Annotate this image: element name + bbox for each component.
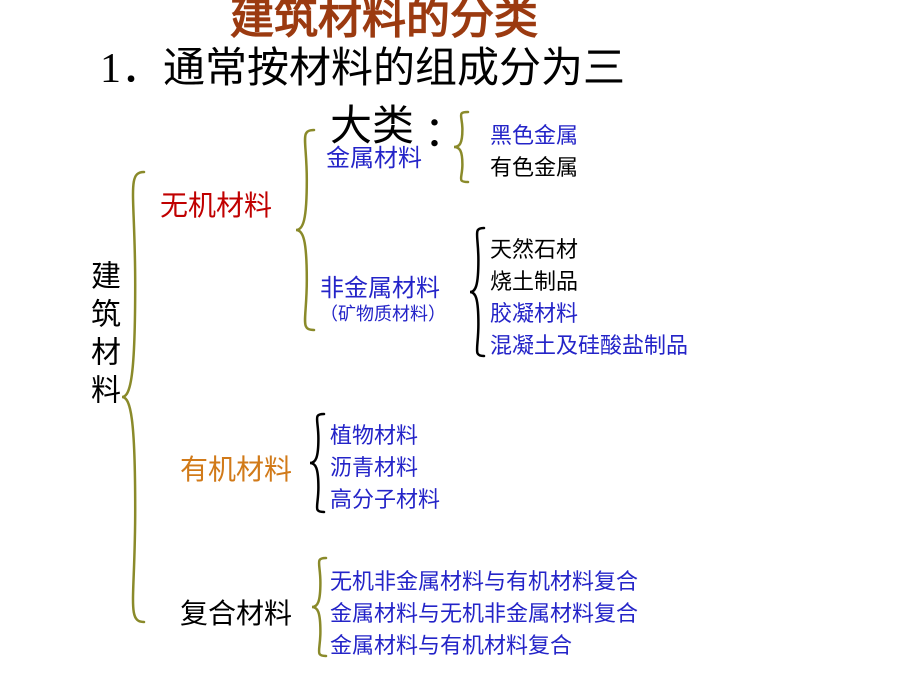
leaf-composite-1: 无机非金属材料与有机材料复合 (330, 564, 638, 596)
cat-composite-label: 复合材料 (180, 592, 292, 632)
brace-icon (296, 130, 318, 334)
brace-icon (470, 228, 488, 360)
leaf-composite-2: 金属材料与无机非金属材料复合 (330, 596, 638, 628)
root-label: 建筑材料 (80, 260, 124, 412)
leaf-polymer: 高分子材料 (330, 482, 440, 514)
leaf-cementitious: 胶凝材料 (490, 296, 578, 328)
brace-icon (312, 558, 330, 660)
brace-icon (310, 414, 328, 516)
sub-metal-label: 金属材料 (326, 138, 422, 173)
cat-organic-label: 有机材料 (180, 448, 292, 488)
leaf-bitumen: 沥青材料 (330, 450, 418, 482)
cat-inorganic-label: 无机材料 (160, 184, 272, 224)
leaf-burnt-clay: 烧土制品 (490, 264, 578, 296)
sub-nonmetal-label: 非金属材料 (320, 268, 440, 303)
brace-icon (122, 172, 148, 626)
leaf-colored-metal: 有色金属 (490, 150, 578, 182)
leaf-plant: 植物材料 (330, 418, 418, 450)
heading-line1: 1．通常按材料的组成分为三 (100, 34, 625, 95)
leaf-concrete-silicate: 混凝土及硅酸盐制品 (490, 328, 688, 360)
sub-nonmetal-note: （矿物质材料） (320, 300, 446, 326)
leaf-composite-3: 金属材料与有机材料复合 (330, 628, 572, 660)
leaf-natural-stone: 天然石材 (490, 232, 578, 264)
leaf-black-metal: 黑色金属 (490, 118, 578, 150)
brace-icon (454, 112, 472, 186)
